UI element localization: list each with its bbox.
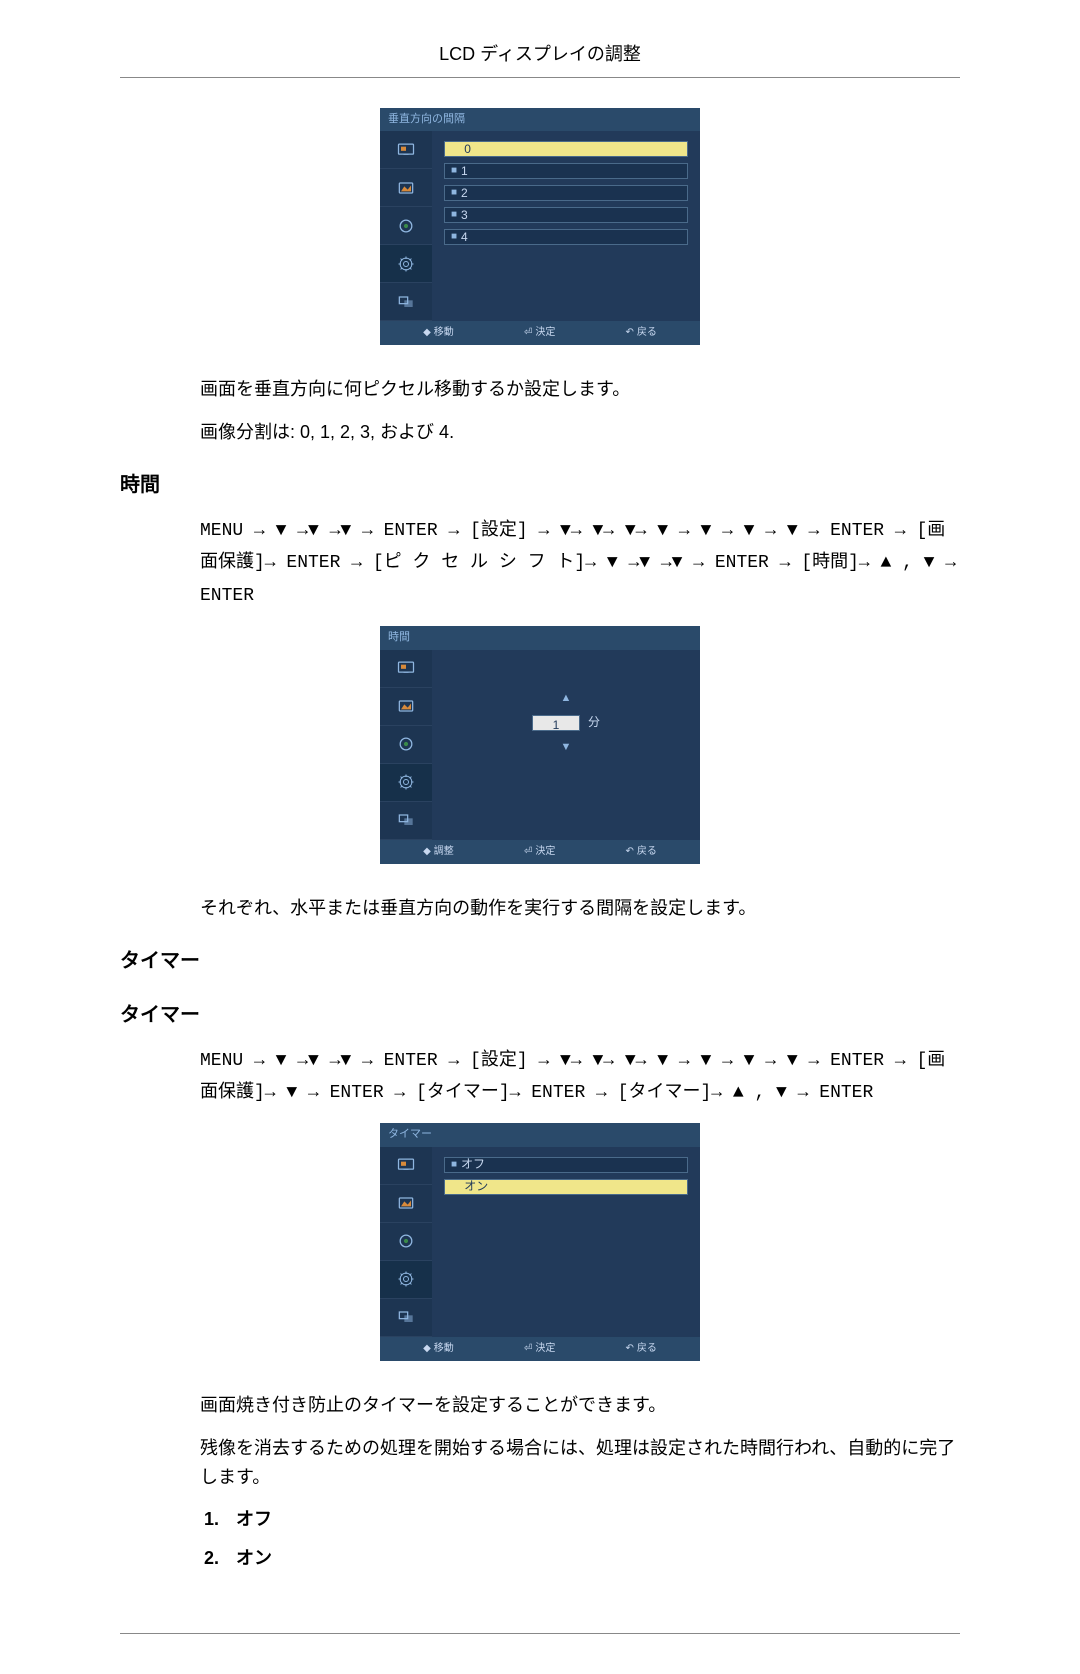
list-item: オン (224, 1544, 960, 1573)
gear-icon (396, 254, 416, 274)
osd-sidebar-item[interactable] (380, 1223, 432, 1261)
windows-icon (396, 810, 416, 830)
osd-title: タイマー (380, 1123, 700, 1147)
para-vertical-desc: 画面を垂直方向に何ピクセル移動するか設定します。 (200, 375, 960, 404)
osd-spinner: ▲ 1 分 ▼ (432, 650, 700, 840)
osd-sidebar-item[interactable] (380, 207, 432, 245)
nav-sequence-timer: MENU → ▼ →▼ →▼ → ENTER → [設定] → ▼→ ▼→ ▼→… (200, 1045, 960, 1110)
footer-move: ◆ 調整 (423, 844, 454, 860)
osd-option[interactable]: ■4 (444, 229, 688, 245)
power-icon (396, 734, 416, 754)
osd-sidebar (380, 1147, 432, 1337)
arrow-up-icon[interactable]: ▲ (561, 690, 572, 708)
picture-icon (396, 178, 416, 198)
picture-icon (396, 696, 416, 716)
osd-option-label: 3 (461, 206, 468, 225)
footer-return: ↶ 戻る (626, 844, 657, 860)
osd-vertical-interval: 垂直方向の間隔 ✓0■1■2■3■4 ◆ 移動 ⏎ 決定 ↶ 戻る (380, 108, 700, 346)
osd-sidebar-item[interactable] (380, 169, 432, 207)
osd-option-label: 0 (464, 140, 471, 159)
square-icon: ■ (451, 185, 457, 201)
para-timer-desc2: 残像を消去するための処理を開始する場合には、処理は設定された時間行われ、自動的に… (200, 1434, 960, 1492)
osd-time: 時間 ▲ 1 分 ▼ ◆ 調整 ⏎ 決定 ↶ 戻る (380, 626, 700, 864)
osd-sidebar-item[interactable] (380, 650, 432, 688)
osd-footer: ◆ 移動 ⏎ 決定 ↶ 戻る (380, 321, 700, 345)
square-icon: ■ (451, 207, 457, 223)
osd-option[interactable]: ✓オン (444, 1179, 688, 1195)
osd-option-label: 4 (461, 228, 468, 247)
osd-options: ■オフ✓オン (432, 1147, 700, 1337)
osd-sidebar-item[interactable] (380, 1261, 432, 1299)
page-title: LCD ディスプレイの調整 (120, 40, 960, 69)
gear-icon (396, 772, 416, 792)
nav-sequence-time: MENU → ▼ →▼ →▼ → ENTER → [設定] → ▼→ ▼→ ▼→… (200, 515, 960, 612)
windows-icon (396, 1307, 416, 1327)
para-vertical-values: 画像分割は: 0, 1, 2, 3, および 4. (200, 418, 960, 447)
osd-option[interactable]: ■3 (444, 207, 688, 223)
monitor-icon (396, 140, 416, 160)
osd-sidebar-item[interactable] (380, 245, 432, 283)
square-icon: ■ (451, 1157, 457, 1173)
footer-move: ◆ 移動 (423, 1341, 454, 1357)
timer-options-list: オフ オン (224, 1505, 960, 1573)
footer-enter: ⏎ 決定 (524, 844, 555, 860)
square-icon: ■ (451, 163, 457, 179)
list-item: オフ (224, 1505, 960, 1534)
osd-timer: タイマー ■オフ✓オン ◆ 移動 ⏎ 決定 ↶ 戻る (380, 1123, 700, 1361)
osd-option-label: 2 (461, 184, 468, 203)
picture-icon (396, 1193, 416, 1213)
osd-sidebar-item[interactable] (380, 764, 432, 802)
osd-option-label: オン (464, 1177, 488, 1196)
power-icon (396, 216, 416, 236)
osd-sidebar-item[interactable] (380, 1185, 432, 1223)
osd-option[interactable]: ■1 (444, 163, 688, 179)
windows-icon (396, 292, 416, 312)
osd-sidebar-item[interactable] (380, 1299, 432, 1337)
osd-option-label: 1 (461, 162, 468, 181)
footer-return: ↶ 戻る (626, 1341, 657, 1357)
osd-title: 時間 (380, 626, 700, 650)
osd-option-label: オフ (461, 1155, 485, 1174)
osd-option[interactable]: ✓0 (444, 141, 688, 157)
footer-enter: ⏎ 決定 (524, 325, 555, 341)
osd-sidebar (380, 650, 432, 840)
osd-footer: ◆ 移動 ⏎ 決定 ↶ 戻る (380, 1337, 700, 1361)
osd-sidebar (380, 131, 432, 321)
osd-footer: ◆ 調整 ⏎ 決定 ↶ 戻る (380, 840, 700, 864)
osd-sidebar-item[interactable] (380, 131, 432, 169)
osd-sidebar-item[interactable] (380, 283, 432, 321)
footer-rule (120, 1633, 960, 1634)
header-rule (120, 77, 960, 78)
square-icon: ■ (451, 229, 457, 245)
heading-timer-2: タイマー (120, 999, 960, 1031)
footer-return: ↶ 戻る (626, 325, 657, 341)
arrow-down-icon[interactable]: ▼ (561, 739, 572, 757)
monitor-icon (396, 658, 416, 678)
check-icon: ✓ (451, 1178, 460, 1196)
osd-option[interactable]: ■オフ (444, 1157, 688, 1173)
osd-sidebar-item[interactable] (380, 1147, 432, 1185)
check-icon: ✓ (451, 141, 460, 159)
osd-sidebar-item[interactable] (380, 726, 432, 764)
osd-sidebar-item[interactable] (380, 802, 432, 840)
power-icon (396, 1231, 416, 1251)
heading-time: 時間 (120, 469, 960, 501)
osd-options: ✓0■1■2■3■4 (432, 131, 700, 321)
footer-move: ◆ 移動 (423, 325, 454, 341)
para-timer-desc1: 画面焼き付き防止のタイマーを設定することができます。 (200, 1391, 960, 1420)
heading-timer-1: タイマー (120, 945, 960, 977)
osd-title: 垂直方向の間隔 (380, 108, 700, 132)
time-value[interactable]: 1 (532, 715, 580, 731)
osd-option[interactable]: ■2 (444, 185, 688, 201)
time-unit: 分 (588, 713, 600, 732)
gear-icon (396, 1269, 416, 1289)
footer-enter: ⏎ 決定 (524, 1341, 555, 1357)
osd-sidebar-item[interactable] (380, 688, 432, 726)
para-time-desc: それぞれ、水平または垂直方向の動作を実行する間隔を設定します。 (200, 894, 960, 923)
monitor-icon (396, 1155, 416, 1175)
